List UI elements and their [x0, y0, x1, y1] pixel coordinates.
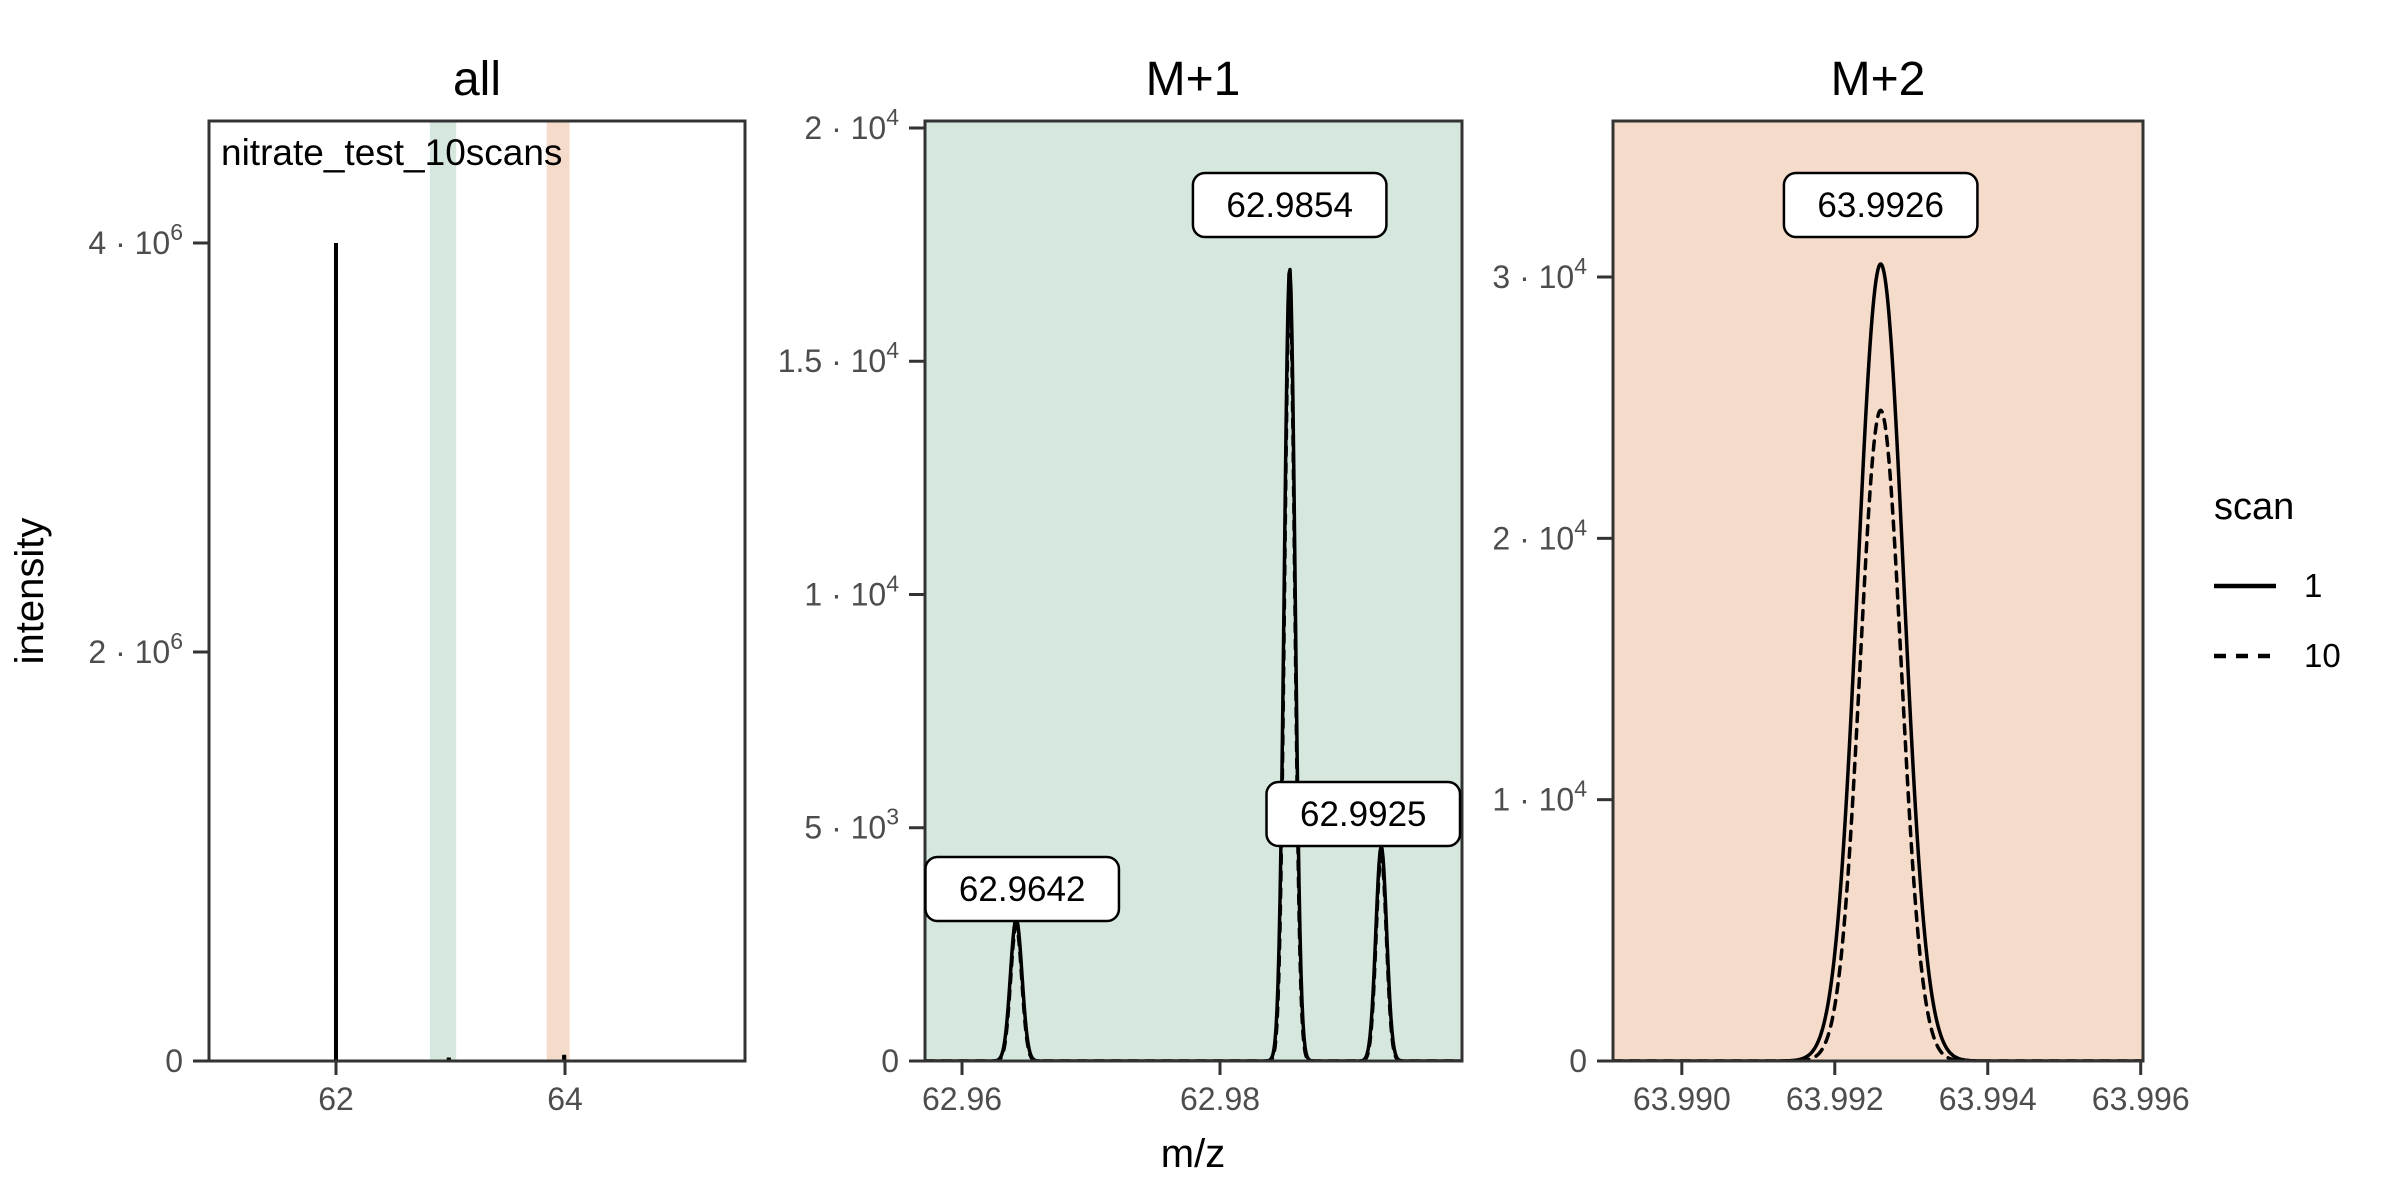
- panel-border-m-plus-1: [923, 119, 1464, 1063]
- panel-border-all: [207, 119, 747, 1063]
- legend-item-scan-1: 1: [2212, 551, 2341, 621]
- panel-data-m-plus-2: [1613, 262, 2143, 1061]
- panel-bg-all: [209, 121, 745, 1061]
- peak-label-text-62.9925: 62.9925: [1300, 795, 1427, 834]
- y-tick-label: 1 · 104: [1492, 776, 1587, 818]
- legend: scan 1 10: [2212, 486, 2341, 691]
- y-tick-label: 4 · 106: [88, 219, 183, 261]
- peak-label-text-63.9926: 63.9926: [1817, 186, 1944, 225]
- solid-line-icon: [2214, 583, 2276, 589]
- panel-m-plus-2: 63.990 63.992 63.994 63.996 0 1 · 104 2 · 104 3…: [1492, 119, 2190, 1117]
- x-tick-label: 64: [547, 1081, 583, 1117]
- panel-data-m-plus-1: [925, 267, 1462, 1061]
- x-tick-label: 63.990: [1633, 1081, 1731, 1117]
- sample-name-annotation: nitrate_test_10scans: [221, 132, 563, 173]
- x-tick-label: 63.994: [1939, 1081, 2037, 1117]
- panel-all: 62 64 0 2 · 106 4 · 106: [88, 119, 747, 1117]
- panel-title-all: all: [452, 53, 502, 106]
- peak-label-text-62.9854: 62.9854: [1226, 186, 1353, 225]
- x-tick-label: 62.96: [922, 1081, 1002, 1117]
- dashed-line-icon: [2214, 653, 2276, 659]
- x-tick-label: 62.98: [1180, 1081, 1260, 1117]
- zoom-band-0-0: [429, 121, 457, 1061]
- x-tick-label: 63.996: [2092, 1081, 2190, 1117]
- y-tick-label: 2 · 104: [1492, 514, 1587, 556]
- spectrum-line-scan10-m-plus-2: [1613, 408, 2143, 1061]
- peak-label-text-62.9642: 62.9642: [959, 870, 1086, 909]
- legend-item-scan-10: 10: [2212, 621, 2341, 691]
- x-tick-label: 63.992: [1786, 1081, 1884, 1117]
- legend-label-scan-1: 1: [2304, 567, 2323, 604]
- y-tick-label: 2 · 106: [88, 628, 183, 670]
- spectrum-line-scan1-m-plus-2: [1613, 262, 2143, 1061]
- y-tick-label: 1 · 104: [804, 570, 899, 612]
- panel-border-m-plus-2: [1611, 119, 2145, 1063]
- legend-label-scan-10: 10: [2304, 637, 2341, 674]
- y-tick-label: 0: [881, 1043, 899, 1079]
- peak-label-box-62.9854: [1191, 171, 1388, 239]
- zoom-band-0-1: [546, 121, 570, 1061]
- x-axis-title: m/z: [1160, 1132, 1226, 1176]
- y-tick-label: 5 · 103: [804, 804, 899, 846]
- y-tick-label: 2 · 104: [804, 104, 899, 146]
- spectrum-line-scan10-m-plus-1: [925, 291, 1462, 1061]
- peak-label-box-62.9642: [924, 855, 1121, 923]
- panel-title-m-plus-2: M+2: [1830, 53, 1926, 106]
- panel-title-m-plus-1: M+1: [1145, 53, 1241, 106]
- y-tick-label: 0: [165, 1043, 183, 1079]
- peak-label-box-62.9925: [1265, 780, 1462, 848]
- y-tick-label: 1.5 · 104: [778, 337, 900, 379]
- y-tick-label: 0: [1569, 1043, 1587, 1079]
- panel-m-plus-1: 62.96 62.98 0 5 · 103 1 · 104 1.5 · 104 2 · 10…: [778, 104, 1464, 1117]
- legend-title: scan: [2214, 486, 2295, 528]
- y-tick-label: 3 · 104: [1492, 253, 1587, 295]
- panel-bg-m-plus-2: [1613, 121, 2143, 1061]
- y-axis-title: intensity: [8, 517, 52, 665]
- peak-label-box-63.9926: [1782, 171, 1979, 239]
- x-tick-label: 62: [318, 1081, 354, 1117]
